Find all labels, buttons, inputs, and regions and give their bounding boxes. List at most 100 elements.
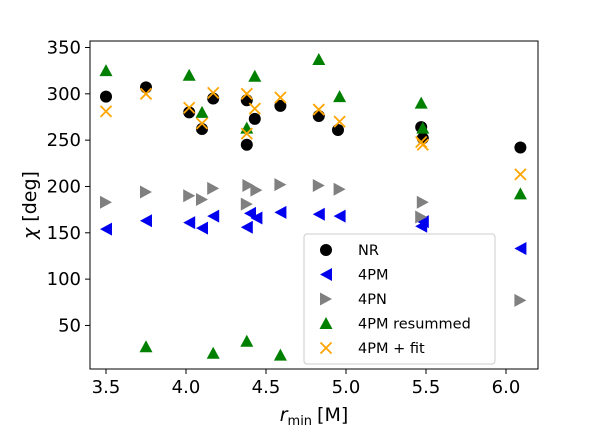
y-tick-label: 300 [47,84,81,105]
data-point [514,168,527,181]
data-point [139,340,153,353]
data-point [333,182,346,196]
y-tick-label: 150 [47,223,81,244]
legend-marker [320,268,332,281]
data-point [415,210,428,224]
data-point [248,102,261,115]
plot-area [99,53,527,361]
data-point [312,110,325,123]
data-point [196,123,208,136]
data-point [250,211,263,225]
data-point [140,81,152,94]
data-point [514,293,527,307]
data-point [183,106,196,119]
data-point [207,209,220,223]
data-point [183,101,196,114]
y-tick-label: 100 [47,269,81,290]
data-point [312,207,325,221]
data-point [196,192,208,206]
data-point [248,112,261,125]
legend-item-nr: NR [320,243,379,259]
y-tick-label: 200 [47,176,81,197]
data-point [242,179,255,193]
x-tick-label: 5.0 [332,377,361,398]
y-tick-label: 350 [47,37,81,58]
plot-frame [89,40,539,370]
data-point [140,214,152,228]
data-point [513,187,527,200]
data-point [416,138,429,151]
legend-label: 4PM + fit [358,341,425,357]
legend-box [303,233,496,365]
data-point [416,195,429,209]
data-point [195,105,209,118]
legend-marker [319,317,333,329]
data-point [240,138,253,151]
data-point [274,99,287,112]
data-point [100,195,112,209]
data-point [416,215,429,229]
data-point [416,121,430,134]
y-axis-label-unit: [deg] [19,171,41,222]
legend-marker [319,341,333,355]
legend-item-4pm: 4PM [320,268,388,284]
series-nr [100,81,527,154]
y-tick-label: 250 [47,130,81,151]
legend-label: 4PN [358,292,387,308]
x-axis-label-main: r [280,404,289,426]
legend-label: 4PM resummed [358,317,471,333]
data-point [207,92,220,105]
data-point [312,103,325,116]
data-point [274,91,287,104]
x-axis-label-subscript: min [288,414,313,429]
data-point [182,68,196,81]
data-point [414,96,428,109]
legend-label: 4PM [358,268,388,284]
data-point [240,127,253,140]
x-axis-label: rmin [M] [280,404,349,429]
data-point [248,69,262,82]
data-point [100,90,112,103]
data-point [514,141,527,154]
legend-marker [320,292,332,306]
legend-marker [320,244,332,256]
data-point [196,221,208,235]
x-tick-label: 5.5 [412,377,441,398]
data-point [140,185,152,199]
legend: NR 4PM 4PN 4PM resummed 4PM + fit [303,233,496,365]
data-point [240,197,253,211]
data-point [207,181,220,195]
data-point [99,105,113,118]
x-tick-label: 4.0 [172,377,201,398]
series-4pm-resummed [99,53,527,361]
data-point [139,87,153,100]
data-point [333,209,346,223]
data-point [514,242,527,256]
series-4pm-fit [99,86,527,181]
data-point [333,90,347,103]
data-point [312,53,326,66]
data-point [312,179,325,193]
data-point [274,205,287,219]
data-point [99,64,113,77]
x-tick-label: 3.5 [92,377,121,398]
data-point [250,183,263,197]
data-point [240,220,253,234]
data-point [240,334,254,347]
axis-ticks: 3.5 4.0 4.5 5.0 5.5 6.0 50 100 150 200 250 300 350 [47,37,521,398]
y-axis-label-symbol: χ [19,227,41,240]
data-point [332,123,344,136]
x-axis-label-unit: [M] [317,404,348,426]
data-point [206,346,220,359]
x-tick-label: 6.0 [492,377,521,398]
series-4pm [100,205,527,256]
legend-item-4pn: 4PN [320,292,387,308]
legend-item-4pm-resummed: 4PM resummed [319,317,471,333]
data-point [183,189,196,203]
data-point [333,115,346,128]
y-axis-label: χ [deg] [19,171,41,240]
x-tick-label: 4.5 [252,377,281,398]
y-tick-label: 50 [58,315,81,336]
legend-label: NR [358,243,379,259]
